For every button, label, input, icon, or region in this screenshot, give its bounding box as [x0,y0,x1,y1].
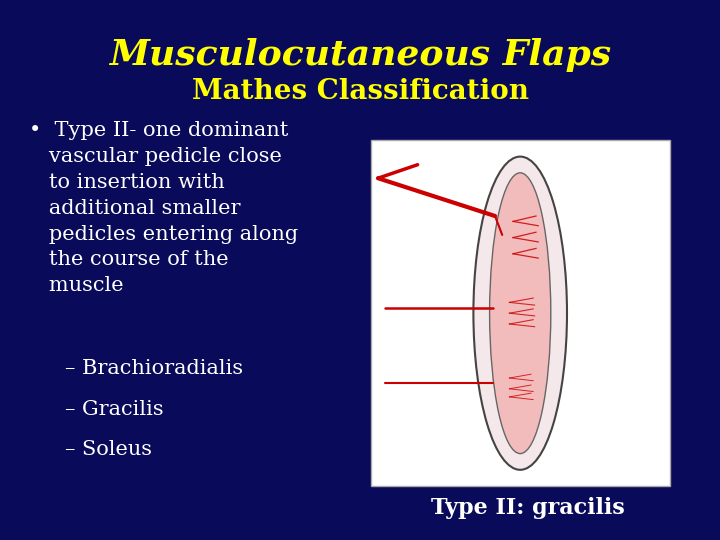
Text: – Gracilis: – Gracilis [65,400,163,419]
Text: – Soleus: – Soleus [65,440,152,459]
Ellipse shape [474,157,567,470]
Text: Musculocutaneous Flaps: Musculocutaneous Flaps [109,38,611,72]
Ellipse shape [490,173,551,454]
Text: Type II: gracilis: Type II: gracilis [431,497,624,519]
Text: Mathes Classification: Mathes Classification [192,78,528,105]
FancyBboxPatch shape [371,140,670,486]
Text: – Brachioradialis: – Brachioradialis [65,359,243,378]
Text: •  Type II- one dominant
   vascular pedicle close
   to insertion with
   addit: • Type II- one dominant vascular pedicle… [29,122,298,295]
